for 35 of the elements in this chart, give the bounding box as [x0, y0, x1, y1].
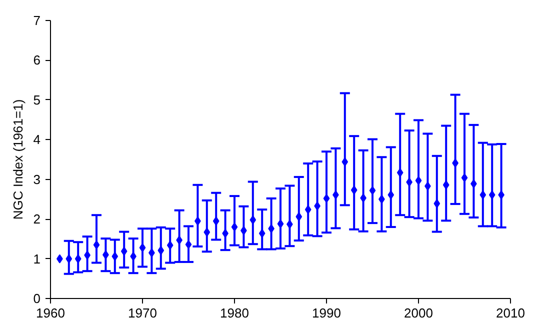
point	[388, 190, 394, 200]
point	[480, 190, 486, 200]
point	[442, 180, 450, 190]
point	[66, 254, 72, 264]
point	[296, 212, 302, 222]
point	[396, 168, 404, 178]
point	[488, 190, 496, 200]
x-tick-label: 1970	[128, 306, 157, 320]
point	[158, 246, 164, 255]
point	[304, 205, 312, 214]
point	[166, 240, 174, 250]
y-tick-label: 5	[33, 92, 41, 108]
point	[342, 157, 348, 166]
x-tick-label: 1980	[220, 306, 249, 320]
point	[112, 252, 118, 261]
y-tick-label: 6	[33, 52, 41, 68]
point	[204, 228, 210, 237]
y-tick-label: 1	[33, 251, 41, 266]
x-tick-label: 2010	[496, 306, 525, 320]
point	[350, 186, 358, 195]
y-tick-label: 0	[33, 291, 41, 306]
y-axis-title: NGC Index (1961=1)	[10, 99, 26, 220]
y-tick-label: 4	[33, 132, 41, 148]
point	[120, 246, 128, 256]
x-tick-label: 1990	[312, 306, 341, 320]
y-tick-label: 7	[33, 13, 41, 28]
point	[434, 199, 440, 208]
y-tick-label: 3	[33, 172, 41, 187]
point	[250, 215, 256, 224]
y-tick-label: 2	[33, 212, 41, 227]
point	[258, 228, 266, 238]
x-tick-label: 1960	[36, 306, 65, 320]
x-tick-label: 2000	[404, 306, 433, 320]
point	[212, 216, 220, 226]
point	[74, 254, 82, 264]
